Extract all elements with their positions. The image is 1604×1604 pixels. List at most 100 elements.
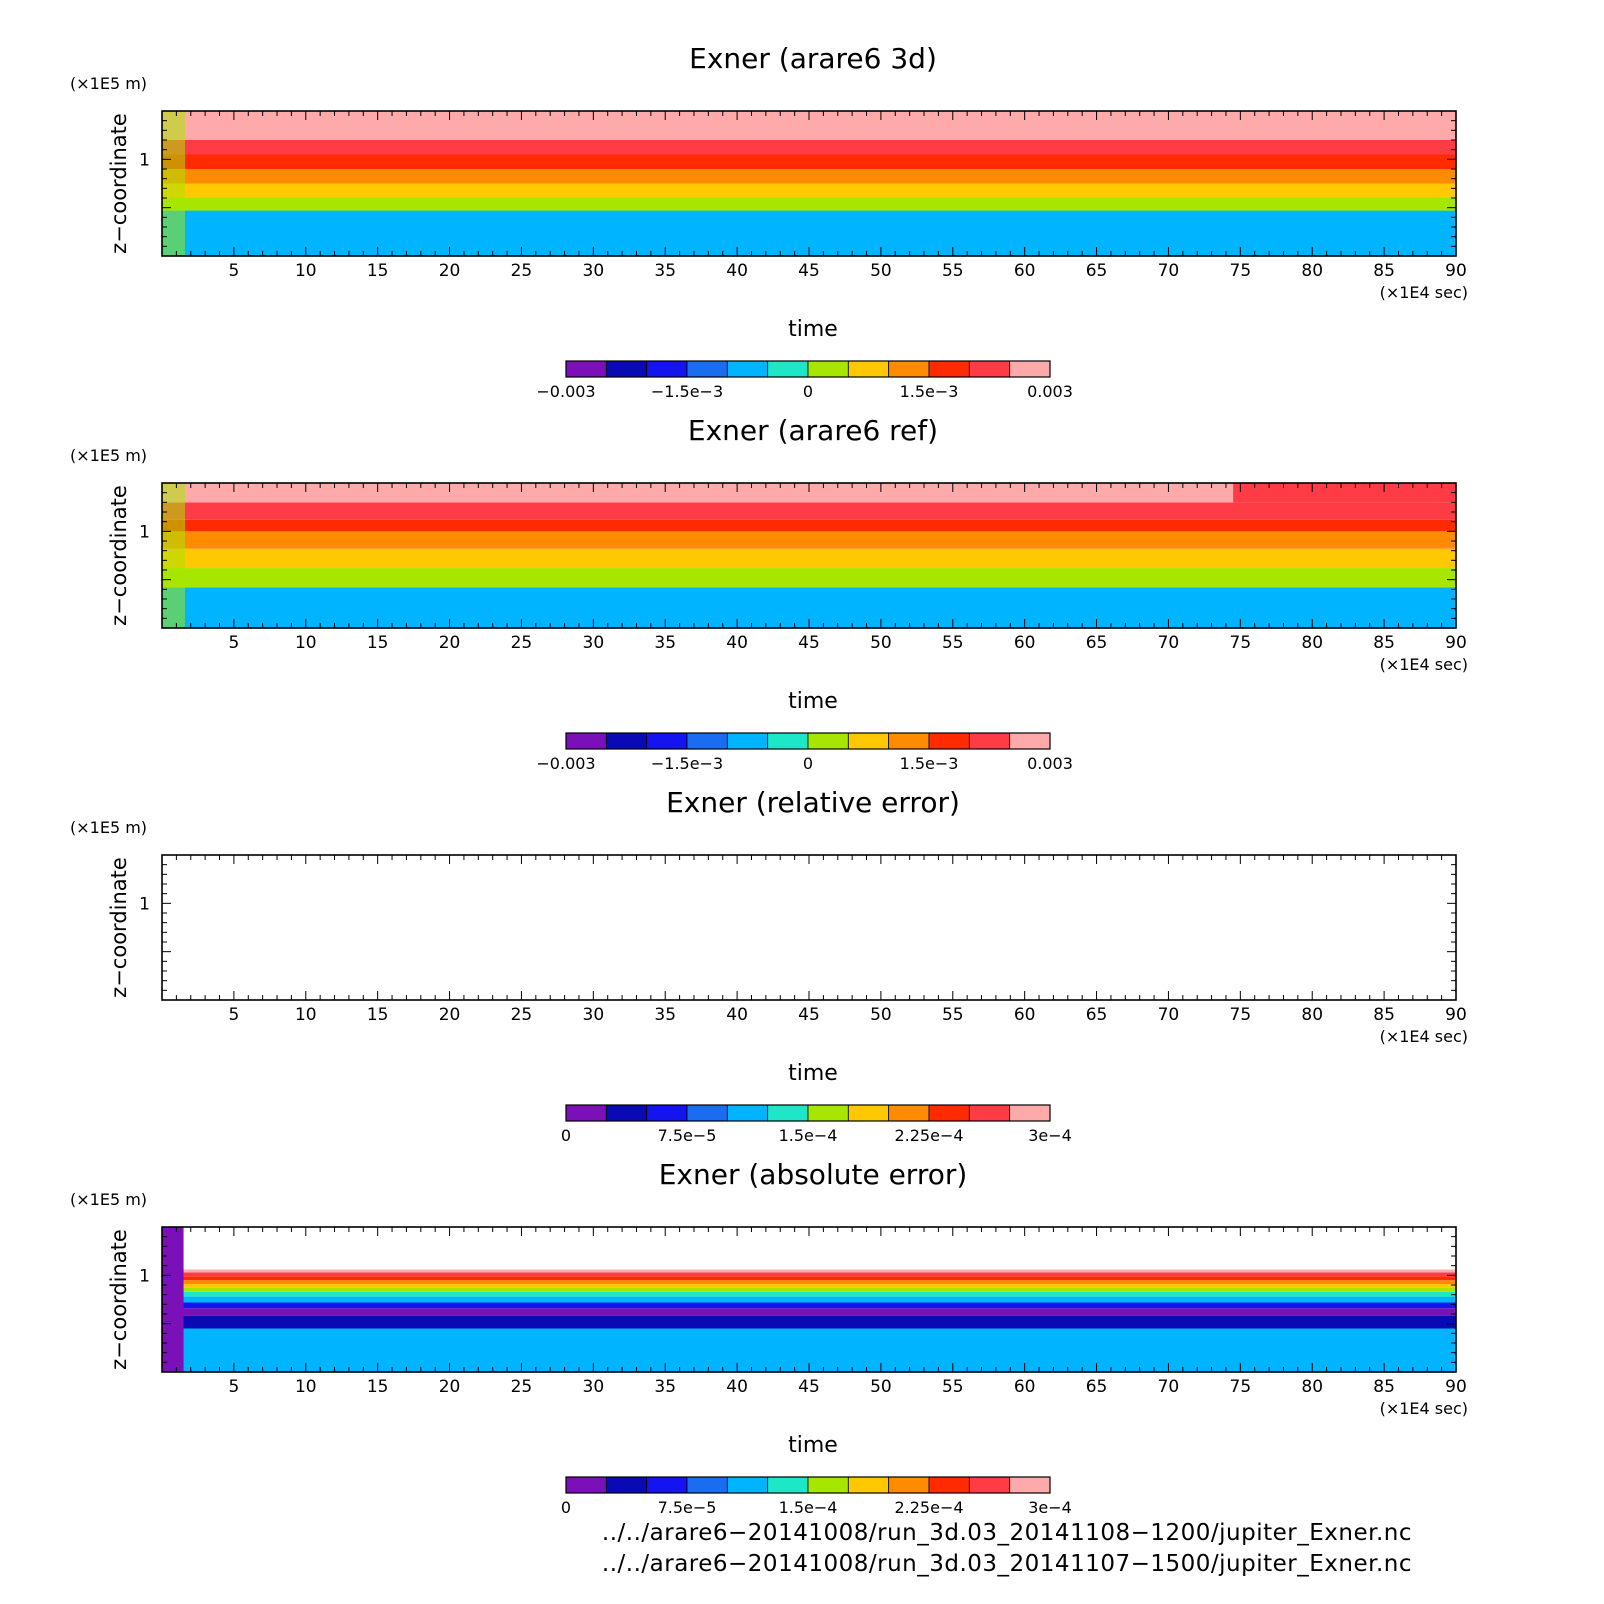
colorbar-segment	[726, 1104, 769, 1122]
x-axis-label: time	[788, 1061, 838, 1086]
x-tick-label: 45	[798, 1377, 820, 1397]
panel-1: Exner (arare6 3d) (×1E5 m) (×1E4 sec) z−coo…	[70, 42, 1468, 401]
colorbar-tick-label: 7.5e−5	[658, 1126, 717, 1145]
x-tick-label: 50	[870, 1377, 892, 1397]
x-tick-label: 70	[1158, 1377, 1180, 1397]
x-tick-label: 20	[439, 1005, 461, 1025]
colorbar-segment	[1009, 1476, 1051, 1494]
x-tick-label: 75	[1230, 633, 1252, 653]
colorbar-tick-label: −1.5e−3	[651, 382, 723, 401]
colorbar-segment	[847, 1104, 890, 1122]
colorbar-segment	[968, 1104, 1011, 1122]
panel-2: Exner (arare6 ref) (×1E5 m) (×1E4 sec) z−co…	[70, 414, 1468, 773]
colorbar-segment	[1009, 1104, 1051, 1122]
x-tick-label: 85	[1373, 1377, 1395, 1397]
colorbar-segment	[807, 732, 849, 750]
x-tick-label: 50	[870, 633, 892, 653]
colorbar-segment	[605, 1476, 648, 1494]
x-tick-label: 45	[798, 633, 820, 653]
x-tick-label: 35	[654, 1005, 676, 1025]
colorbar-segment	[888, 1104, 930, 1122]
heatmap-fill	[162, 111, 1456, 256]
colorbar-tick-label: 2.25e−4	[894, 1126, 963, 1145]
x-tick-label: 10	[295, 1377, 317, 1397]
x-tick-label: 90	[1445, 1005, 1467, 1025]
heatmap-fill	[162, 1227, 1456, 1372]
y-ticks	[162, 1236, 1456, 1363]
x-tick-label: 10	[295, 1005, 317, 1025]
y-unit-label: (×1E5 m)	[70, 818, 147, 837]
colorbar-tick-label: 1.5e−3	[900, 754, 959, 773]
x-tick-label: 45	[798, 261, 820, 281]
spinup-region	[162, 483, 186, 628]
colorbar-segment	[1009, 732, 1051, 750]
contour-band	[162, 183, 1456, 198]
colorbar-segment	[888, 732, 930, 750]
colorbar-tick-label: −1.5e−3	[651, 754, 723, 773]
x-tick-label: 30	[583, 261, 605, 281]
colorbar-segment	[1009, 360, 1051, 378]
x-tick-label: 75	[1230, 1005, 1252, 1025]
panel-title: Exner (arare6 ref)	[688, 414, 938, 447]
colorbar-segment	[928, 732, 970, 750]
colorbar-tick-label: 0.003	[1027, 382, 1073, 401]
colorbar-segment	[646, 732, 688, 750]
colorbar-segment	[968, 1476, 1011, 1494]
colorbar-frame	[565, 360, 1051, 378]
x-tick-label: 90	[1445, 633, 1467, 653]
contour-region	[1233, 483, 1456, 503]
x-tick-label: 55	[942, 1377, 964, 1397]
colorbar-segment	[686, 732, 728, 750]
panel-title: Exner (relative error)	[666, 786, 960, 819]
colorbar-segment	[726, 732, 769, 750]
spinup-region	[162, 111, 186, 256]
colorbar-segment	[767, 1104, 809, 1122]
colorbar-segment	[565, 732, 607, 750]
colorbar-tick-label: 1.5e−4	[779, 1126, 838, 1145]
colorbar-tick-label: 1.5e−3	[900, 382, 959, 401]
colorbar-segment	[807, 1476, 849, 1494]
y-ticks	[162, 120, 1456, 247]
x-tick-label: 70	[1158, 261, 1180, 281]
contour-band	[162, 1287, 1456, 1292]
colorbar-segment	[767, 1476, 809, 1494]
colorbar-segment	[888, 360, 930, 378]
contour-band	[162, 1296, 1456, 1303]
x-tick-label: 5	[228, 1377, 239, 1397]
y-unit-label: (×1E5 m)	[70, 74, 147, 93]
x-unit-label: (×1E4 sec)	[1380, 655, 1468, 674]
x-tick-label: 10	[295, 633, 317, 653]
x-tick-label: 60	[1014, 1005, 1036, 1025]
contour-band	[162, 1276, 1456, 1281]
y-unit-label: (×1E5 m)	[70, 446, 147, 465]
contour-band	[162, 169, 1456, 184]
contour-band	[162, 140, 1456, 155]
contour-band	[162, 531, 1456, 549]
contour-band	[162, 1302, 1456, 1309]
x-tick-label: 40	[726, 1005, 748, 1025]
colorbar-segment	[646, 360, 688, 378]
contour-band	[162, 568, 1456, 588]
colorbar: −0.003 −1.5e−3 0 1.5e−3 0.003	[536, 732, 1073, 773]
x-tick-label: 20	[439, 1377, 461, 1397]
y-tick-label: 1	[139, 150, 150, 170]
contour-band	[162, 502, 1456, 520]
colorbar-tick-label: 3e−4	[1028, 1498, 1072, 1517]
x-tick-label: 80	[1301, 261, 1323, 281]
x-tick-label: 30	[583, 1005, 605, 1025]
x-tick-label: 35	[654, 261, 676, 281]
x-ticks	[175, 855, 1457, 1000]
source-file-line-1: ../../arare6−20141008/run_3d.03_20141108…	[601, 1520, 1412, 1546]
x-tick-label: 75	[1230, 1377, 1252, 1397]
x-tick-label: 40	[726, 261, 748, 281]
contour-band	[162, 1272, 1456, 1277]
x-tick-label: 55	[942, 633, 964, 653]
colorbar-segment	[646, 1476, 688, 1494]
colorbar-segment	[807, 360, 849, 378]
x-tick-label: 25	[511, 1005, 533, 1025]
contour-band	[162, 483, 1456, 503]
panel-title: Exner (arare6 3d)	[689, 42, 937, 75]
x-tick-label: 85	[1373, 261, 1395, 281]
y-axis-label: z−coordinate	[107, 485, 131, 626]
